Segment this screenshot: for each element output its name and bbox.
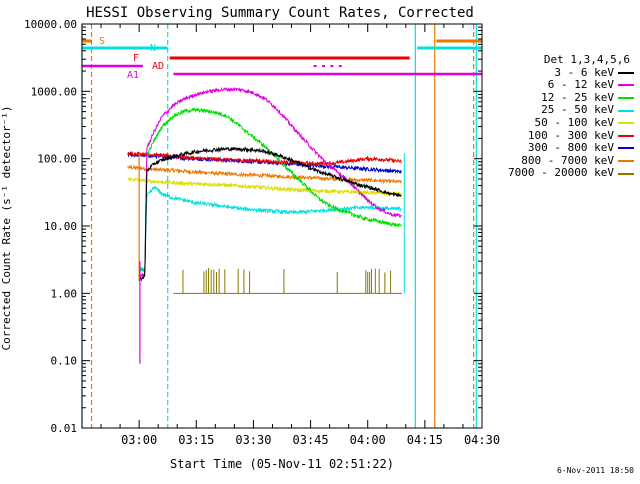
legend-rows: 3 - 6 keV 6 - 12 keV 12 - 25 keV 25 - 50 ke… [478, 65, 634, 180]
series-line [138, 107, 402, 274]
axes: 10000.00 1000.00 100.00 10.00 1.00 0.10 0.01 03… [24, 18, 500, 447]
data-layer [127, 86, 405, 364]
x-tick-label: 04:30 [464, 433, 500, 447]
series-line [138, 146, 402, 282]
legend-swatch [618, 147, 634, 150]
legend-label: 25 - 50 keV [541, 103, 614, 117]
series-line [138, 185, 402, 272]
flag-annotation: N [150, 43, 156, 54]
flag-annotation: AD [152, 61, 164, 72]
legend-label: 7000 - 20000 keV [508, 166, 614, 180]
legend-label: 100 - 300 keV [527, 128, 614, 142]
x-axis-label: Start Time (05-Nov-11 02:51:22) [170, 457, 394, 471]
plot-area: S NF AD A1 [81, 24, 482, 428]
series-line [127, 177, 402, 198]
legend-item: 25 - 50 keV [478, 104, 634, 117]
legend-title: Det 1,3,4,5,6 [543, 53, 630, 66]
x-tick-label: 03:00 [121, 433, 157, 447]
legend-item: 800 - 7000 keV [478, 153, 634, 168]
y-tick-label: 10000.00 [24, 18, 77, 31]
legend-item: 50 - 100 keV [478, 115, 634, 130]
x-tick-label: 04:15 [407, 433, 443, 447]
legend-swatch [618, 71, 634, 74]
legend-label: 12 - 25 keV [541, 90, 614, 104]
legend: Det 1,3,4,5,6 3 - 6 keV 6 - 12 keV 12 - 25… [478, 53, 634, 180]
legend-item: 7000 - 20000 keV [478, 167, 634, 180]
flag-dot [322, 65, 325, 67]
y-tick-label: 0.10 [51, 355, 78, 368]
legend-swatch [618, 109, 634, 112]
series-line [127, 164, 402, 185]
legend-item: 12 - 25 keV [478, 90, 634, 105]
legend-label: 800 - 7000 keV [521, 153, 614, 167]
legend-swatch [618, 97, 634, 100]
legend-label: 50 - 100 keV [534, 115, 614, 129]
legend-label: 6 - 12 keV [547, 78, 614, 92]
y-axis-label: Corrected Count Rate (s⁻¹ detector⁻¹) [0, 105, 13, 350]
legend-swatch [618, 84, 634, 87]
legend-item: 100 - 300 keV [478, 128, 634, 143]
x-tick-label: 03:45 [293, 433, 329, 447]
x-tick-label: 03:15 [178, 433, 214, 447]
flag-dot [313, 65, 317, 67]
flag-annotation: F [133, 53, 139, 64]
legend-swatch [618, 134, 634, 137]
flag-annotation: S [99, 36, 105, 47]
footer-timestamp: 6-Nov-2011 18:50 [556, 466, 634, 475]
legend-swatch [618, 160, 634, 163]
legend-item: 6 - 12 keV [478, 79, 634, 92]
y-tick-label: 1.00 [51, 287, 78, 300]
flag-annotation: A1 [127, 70, 139, 81]
legend-item: 300 - 800 keV [478, 142, 634, 155]
y-tick-label: 1000.00 [31, 85, 77, 98]
legend-swatch [618, 122, 634, 125]
chart-title: HESSI Observing Summary Count Rates, Cor… [86, 5, 474, 21]
legend-item: 3 - 6 keV [478, 65, 634, 80]
flag-dot [330, 65, 334, 67]
plot-frame [81, 23, 483, 429]
x-tick-label: 03:30 [235, 433, 271, 447]
x-tick-label: 04:00 [350, 433, 386, 447]
legend-label: 3 - 6 keV [554, 65, 614, 79]
legend-swatch [618, 172, 634, 175]
y-tick-label: 100.00 [37, 153, 77, 166]
y-tick-label: 0.01 [51, 422, 78, 435]
y-tick-label: 10.00 [44, 220, 77, 233]
series-line [138, 86, 402, 278]
legend-label: 300 - 800 keV [527, 141, 614, 155]
flag-dot [338, 65, 342, 67]
